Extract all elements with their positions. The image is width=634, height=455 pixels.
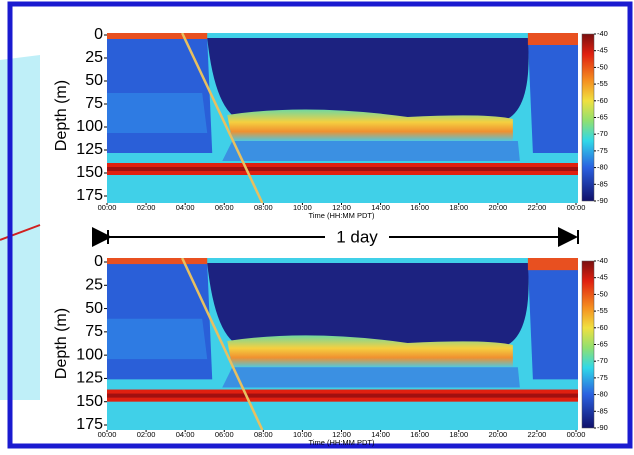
echogram bbox=[107, 258, 578, 430]
y-tick-label: 0 bbox=[94, 26, 103, 43]
x-tick-label: 10:00 bbox=[293, 203, 312, 212]
y-tick-label: 75 bbox=[85, 323, 103, 340]
colorbar-tick-label: -50 bbox=[597, 289, 608, 298]
colorbar-tick-label: -75 bbox=[597, 373, 608, 382]
colorbar-tick-label: -50 bbox=[597, 62, 608, 71]
x-tick-label: 12:00 bbox=[332, 203, 351, 212]
echogram bbox=[107, 33, 578, 203]
colorbar-tick-label: -85 bbox=[597, 406, 608, 415]
colorbar-tick-label: -45 bbox=[597, 46, 608, 55]
colorbar-tick-label: -55 bbox=[597, 79, 608, 88]
colorbar bbox=[581, 260, 595, 429]
x-tick-label: 02:00 bbox=[137, 203, 156, 212]
y-tick-label: 150 bbox=[76, 393, 103, 410]
y-tick-label: 100 bbox=[76, 346, 103, 363]
y-tick-label: 175 bbox=[76, 416, 103, 433]
x-tick-label: 14:00 bbox=[371, 203, 390, 212]
colorbar-tick-label: -80 bbox=[597, 390, 608, 399]
x-tick-label: 08:00 bbox=[254, 203, 273, 212]
x-axis-label: Time (HH:MM PDT) bbox=[309, 211, 375, 220]
x-tick-label: 06:00 bbox=[215, 430, 234, 439]
x-tick-label: 04:00 bbox=[176, 203, 195, 212]
y-tick-label: 25 bbox=[85, 49, 103, 66]
colorbar-tick-label: -45 bbox=[597, 273, 608, 282]
x-tick-label: 06:00 bbox=[215, 203, 234, 212]
x-tick-label: 12:00 bbox=[332, 430, 351, 439]
y-tick-label: 75 bbox=[85, 95, 103, 112]
x-tick-label: 22:00 bbox=[528, 430, 547, 439]
colorbar-tick-label: -75 bbox=[597, 146, 608, 155]
colorbar-tick-label: -80 bbox=[597, 163, 608, 172]
x-tick-label: 16:00 bbox=[410, 203, 429, 212]
x-tick-label: 08:00 bbox=[254, 430, 273, 439]
colorbar-tick-label: -60 bbox=[597, 323, 608, 332]
x-tick-label: 20:00 bbox=[488, 430, 507, 439]
y-tick-label: 150 bbox=[76, 164, 103, 181]
frame bbox=[7, 1, 633, 449]
y-tick-label: 50 bbox=[85, 72, 103, 89]
colorbar-tick-label: -40 bbox=[597, 29, 608, 38]
colorbar-tick-label: -70 bbox=[597, 356, 608, 365]
x-tick-label: 00:00 bbox=[98, 203, 117, 212]
x-tick-label: 00:00 bbox=[567, 430, 586, 439]
colorbar-tick-label: -90 bbox=[597, 423, 608, 432]
x-tick-label: 00:00 bbox=[567, 203, 586, 212]
y-tick-label: 100 bbox=[76, 118, 103, 135]
x-tick-label: 22:00 bbox=[528, 203, 547, 212]
y-tick-label: 125 bbox=[76, 141, 103, 158]
x-tick-label: 02:00 bbox=[137, 430, 156, 439]
y-tick-label: 0 bbox=[94, 253, 103, 270]
decor-line bbox=[0, 224, 41, 241]
colorbar-tick-label: -40 bbox=[597, 256, 608, 265]
x-tick-label: 10:00 bbox=[293, 430, 312, 439]
x-tick-label: 18:00 bbox=[449, 203, 468, 212]
y-tick-label: 125 bbox=[76, 370, 103, 387]
label-bg bbox=[325, 226, 389, 248]
x-tick-label: 18:00 bbox=[449, 430, 468, 439]
colorbar-tick-label: -85 bbox=[597, 179, 608, 188]
colorbar-tick-label: -70 bbox=[597, 129, 608, 138]
x-axis-label: Time (HH:MM PDT) bbox=[309, 438, 375, 447]
colorbar-tick-label: -90 bbox=[597, 196, 608, 205]
x-tick-label: 20:00 bbox=[488, 203, 507, 212]
y-tick-label: 25 bbox=[85, 277, 103, 294]
x-tick-label: 00:00 bbox=[98, 430, 117, 439]
y-tick-label: 175 bbox=[76, 187, 103, 204]
colorbar-tick-label: -55 bbox=[597, 306, 608, 315]
annotation: 1 day bbox=[336, 227, 378, 246]
colorbar bbox=[581, 33, 595, 202]
colorbar-tick-label: -60 bbox=[597, 96, 608, 105]
colorbar-tick-label: -65 bbox=[597, 339, 608, 348]
x-tick-label: 14:00 bbox=[371, 430, 390, 439]
y-axis-label: Depth (m) bbox=[53, 80, 70, 151]
x-tick-label: 04:00 bbox=[176, 430, 195, 439]
x-tick-label: 16:00 bbox=[410, 430, 429, 439]
y-tick-label: 50 bbox=[85, 300, 103, 317]
colorbar-tick-label: -65 bbox=[597, 112, 608, 121]
y-axis-label: Depth (m) bbox=[53, 308, 70, 379]
